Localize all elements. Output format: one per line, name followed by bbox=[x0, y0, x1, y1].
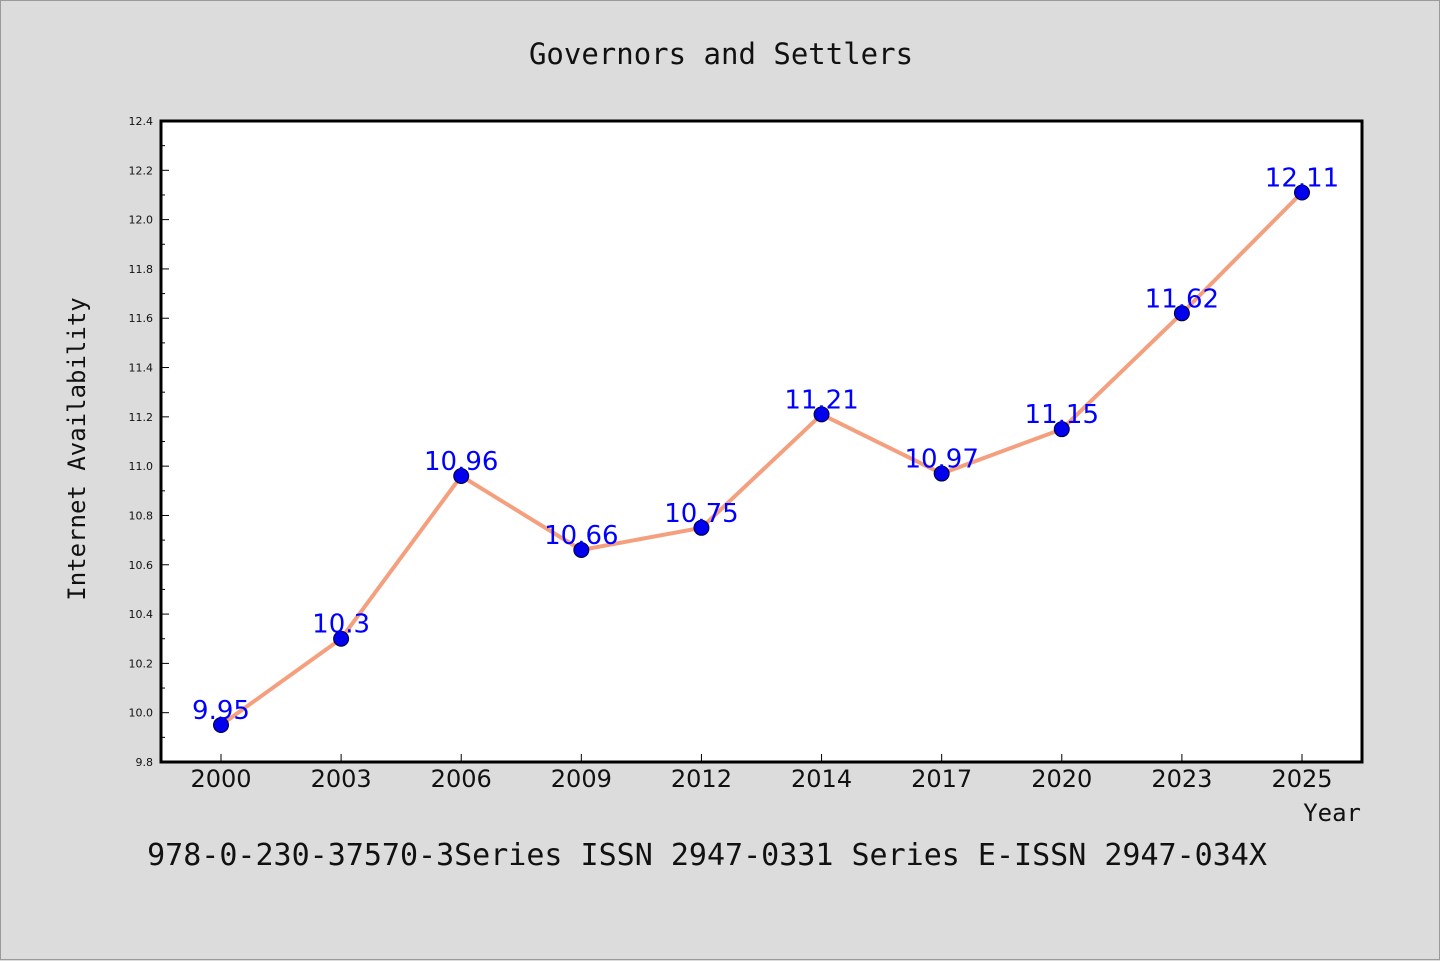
data-label: 12.11 bbox=[1265, 163, 1339, 193]
data-point bbox=[693, 519, 710, 536]
x-tick-label: 2009 bbox=[551, 765, 612, 793]
y-tick-label: 12.2 bbox=[129, 164, 154, 177]
data-label: 11.15 bbox=[1025, 400, 1099, 430]
chart-title: Governors and Settlers bbox=[529, 37, 913, 71]
data-point bbox=[1294, 184, 1310, 201]
x-tick-label: 2023 bbox=[1151, 765, 1212, 793]
data-label: 10.3 bbox=[312, 610, 370, 640]
y-tick-label: 11.0 bbox=[129, 460, 154, 473]
y-tick-label: 9.8 bbox=[136, 756, 154, 769]
x-tick-label: 2006 bbox=[431, 765, 492, 793]
x-tick-label: 2000 bbox=[190, 765, 251, 793]
data-label: 11.62 bbox=[1145, 284, 1219, 314]
data-label: 10.97 bbox=[904, 445, 978, 475]
y-tick-label: 12.4 bbox=[129, 115, 154, 128]
y-tick-label: 11.2 bbox=[129, 411, 154, 424]
data-label: 9.95 bbox=[192, 696, 250, 726]
x-tick-label: 2020 bbox=[1031, 765, 1092, 793]
x-axis-label: Year bbox=[1303, 799, 1361, 827]
x-tick-label: 2012 bbox=[671, 765, 732, 793]
data-point bbox=[333, 630, 350, 647]
data-label: 10.75 bbox=[664, 499, 738, 529]
x-axis: 2000 2003 2006 2009 2012 2014 2017 2020 2023 2025 bbox=[190, 754, 1333, 793]
y-tick-label: 12.0 bbox=[129, 214, 154, 227]
data-label: 10.66 bbox=[544, 521, 618, 551]
x-tick-label: 2003 bbox=[311, 765, 372, 793]
y-tick-label: 11.6 bbox=[129, 312, 154, 325]
y-tick-label: 10.8 bbox=[129, 509, 154, 522]
data-point bbox=[213, 717, 229, 734]
x-tick-label: 2014 bbox=[791, 765, 852, 793]
data-label: 10.96 bbox=[424, 447, 498, 477]
y-tick-label: 10.0 bbox=[129, 707, 154, 720]
y-tick-label: 10.4 bbox=[129, 608, 154, 621]
series-layer: 9.95 10.3 10.96 10.66 10.75 11.21 10.97 11.15 11… bbox=[192, 163, 1339, 734]
data-point bbox=[1173, 305, 1190, 322]
y-tick-label: 10.2 bbox=[129, 657, 154, 670]
data-point bbox=[453, 468, 470, 485]
plot-area bbox=[159, 119, 1364, 764]
footer-isbn-issn: 978-0-230-37570-3Series ISSN 2947-0331 S… bbox=[147, 838, 1267, 873]
data-point bbox=[1053, 421, 1070, 438]
y-tick-label: 11.8 bbox=[129, 263, 154, 276]
y-axis: 9.8 10.0 10.2 10.4 10.6 10.8 11.0 11.2 11.4 11.6 1… bbox=[129, 115, 169, 769]
y-tick-label: 11.4 bbox=[129, 362, 154, 375]
series-line bbox=[219, 190, 1304, 727]
data-point bbox=[813, 406, 830, 423]
data-label: 11.21 bbox=[784, 385, 858, 415]
x-tick-label: 2025 bbox=[1271, 765, 1332, 793]
data-point bbox=[933, 465, 950, 482]
x-tick-label: 2017 bbox=[911, 765, 972, 793]
y-axis-label: Internet Availability bbox=[63, 297, 91, 600]
data-point bbox=[573, 541, 590, 558]
y-tick-label: 10.6 bbox=[129, 559, 154, 572]
